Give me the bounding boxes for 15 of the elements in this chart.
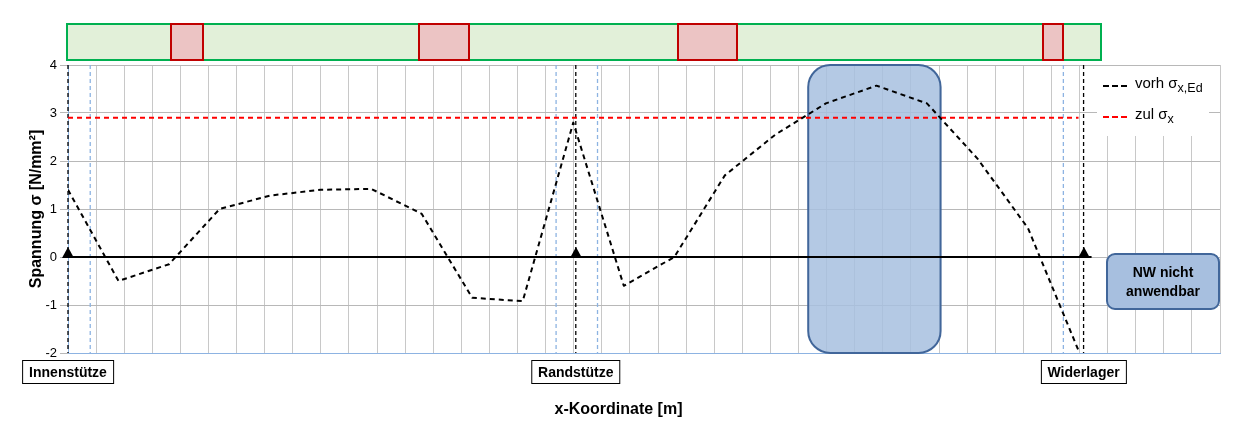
y-tick-label: 4 [49,56,57,72]
y-tick-label: 3 [49,104,57,120]
y-tick-label: 2 [49,152,57,168]
y-tick-label: 1 [49,200,57,216]
y-axis-title: Spannung σ [N/mm²] [27,129,45,289]
text: Innenstütze [22,360,114,384]
y-tick-label: -1 [45,296,57,312]
legend-label: zul σ$_{x}$ [1135,104,1174,128]
y-tick-label: 0 [49,248,57,264]
x-axis-title: x-Koordinate [m] [553,400,684,418]
y-tick-label: -2 [45,344,57,360]
text: Widerlager [1040,360,1127,384]
text: NW nicht anwendbar [1106,253,1220,310]
text: Randstütze [531,360,621,384]
legend-label: vorh σ$_{x,Ed}$ [1135,73,1203,97]
